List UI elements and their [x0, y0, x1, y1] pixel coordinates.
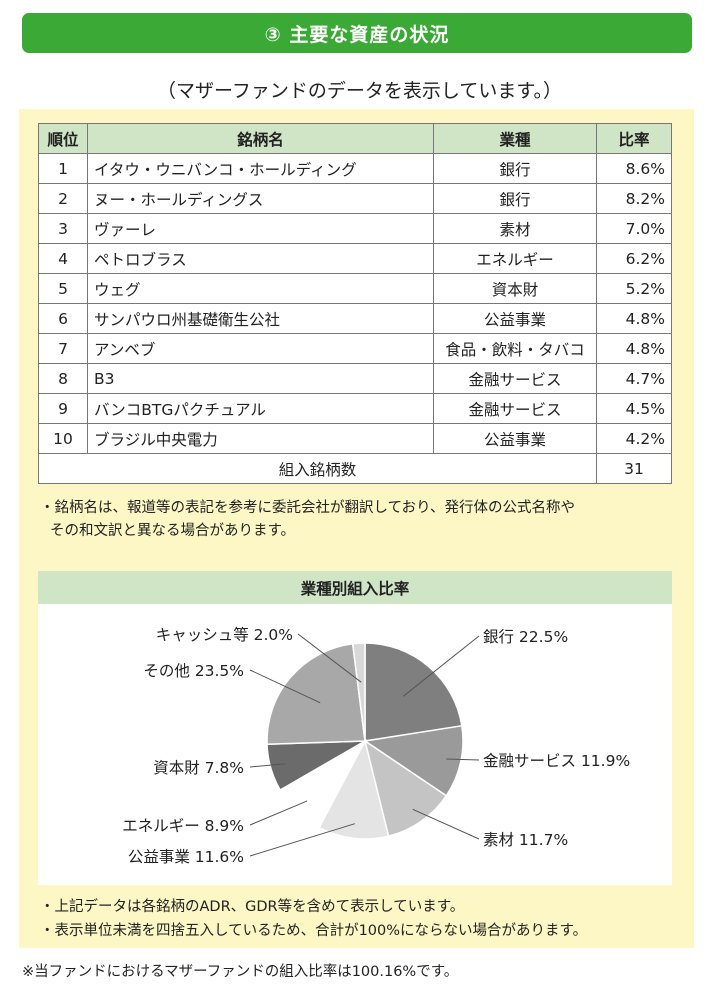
cell-name: ウェグ	[87, 273, 434, 304]
leader-line	[249, 669, 321, 704]
leader-line	[249, 800, 308, 826]
cell-industry: 銀行	[433, 183, 597, 214]
total-value: 31	[596, 453, 672, 484]
leader-line	[446, 758, 480, 761]
cell-name: バンコBTGパクチュアル	[87, 393, 434, 424]
cell-industry: 公益事業	[433, 303, 597, 334]
cell-name: ブラジル中央電力	[87, 423, 434, 454]
pie-label: 金融サービス 11.9%	[483, 752, 630, 770]
header-rate: 比率	[596, 123, 672, 154]
table-row: 9 バンコBTGパクチュアル 金融サービス 4.5%	[38, 393, 672, 424]
note-line: ・上記データは各銘柄のADR、GDR等を含めて表示しています。	[40, 899, 465, 915]
pie-label: 銀行 22.5%	[483, 628, 568, 646]
header-name: 銘柄名	[87, 123, 434, 154]
note-line: ・銘柄名は、報道等の表記を参考に委託会社が翻訳しており、発行体の公式名称や	[40, 500, 576, 516]
pie-slice-公益事業	[318, 738, 390, 840]
cell-name: ヌー・ホールディングス	[87, 183, 434, 214]
cell-rank: 8	[38, 363, 88, 394]
footnote: ※当ファンドにおけるマザーファンドの組入比率は100.16%です。	[22, 964, 459, 980]
cell-rank: 2	[38, 183, 88, 214]
leader-line	[249, 823, 355, 857]
cell-rate: 4.5%	[596, 393, 672, 424]
pie-label: 資本財 7.8%	[153, 759, 244, 777]
header-industry: 業種	[433, 123, 597, 154]
table-row: 4 ペトロブラス エネルギー 6.2%	[38, 243, 672, 274]
table-row: 3 ヴァーレ 素材 7.0%	[38, 213, 672, 244]
cell-rate: 4.2%	[596, 423, 672, 454]
cell-rate: 4.8%	[596, 303, 672, 334]
leader-line	[402, 635, 480, 697]
pie-label: エネルギー 8.9%	[122, 817, 244, 835]
cell-rank: 3	[38, 213, 88, 244]
cell-rank: 9	[38, 393, 88, 424]
section-title: ③ 主要な資産の状況	[264, 23, 450, 46]
pie-slice-その他	[266, 642, 366, 746]
table-row: 5 ウェグ 資本財 5.2%	[38, 273, 672, 304]
pie-slice-キャッシュ等	[351, 642, 366, 742]
leader-line	[412, 808, 480, 840]
cell-name: サンパウロ州基礎衛生公社	[87, 303, 434, 334]
subtitle: （マザーファンドのデータを表示しています。）	[157, 80, 562, 102]
table-row: 2 ヌー・ホールディングス 銀行 8.2%	[38, 183, 672, 214]
cell-name: イタウ・ウニバンコ・ホールディング	[87, 153, 434, 184]
cell-rate: 8.6%	[596, 153, 672, 184]
cell-rate: 8.2%	[596, 183, 672, 214]
table-header-row: 順位 銘柄名 業種 比率	[38, 123, 672, 154]
header-rank: 順位	[38, 123, 88, 154]
table-row: 6 サンパウロ州基礎衛生公社 公益事業 4.8%	[38, 303, 672, 334]
total-label: 組入銘柄数	[38, 453, 597, 484]
pie-label: 素材 11.7%	[483, 831, 568, 849]
cell-rank: 1	[38, 153, 88, 184]
table-row: 1 イタウ・ウニバンコ・ホールディング 銀行 8.6%	[38, 153, 672, 184]
leader-line	[249, 763, 285, 768]
chart-notes: ・上記データは各銘柄のADR、GDR等を含めて表示しています。 ・表示単位未満を…	[40, 895, 690, 943]
cell-rank: 5	[38, 273, 88, 304]
section-title-banner: ③ 主要な資産の状況	[22, 13, 692, 53]
pie-label: 公益事業 11.6%	[128, 848, 244, 866]
table-total-row: 組入銘柄数 31	[38, 453, 672, 484]
cell-name: B3	[87, 363, 434, 394]
cell-rank: 7	[38, 333, 88, 364]
leader-line	[297, 633, 362, 683]
pie-slice-素材	[363, 739, 448, 838]
note-line: その和文訳と異なる場合があります。	[50, 523, 296, 539]
holdings-note: ・銘柄名は、報道等の表記を参考に委託会社が翻訳しており、発行体の公式名称や その…	[40, 497, 680, 543]
cell-industry: 資本財	[433, 273, 597, 304]
pie-label: キャッシュ等 2.0%	[156, 626, 293, 644]
cell-rate: 5.2%	[596, 273, 672, 304]
chart-title: 業種別組入比率	[38, 571, 672, 604]
cell-rate: 4.8%	[596, 333, 672, 364]
cell-industry: 金融サービス	[433, 393, 597, 424]
pie-slice-金融サービス	[362, 724, 464, 797]
note-line: ・表示単位未満を四捨五入しているため、合計が100%にならない場合があります。	[40, 923, 588, 939]
cell-industry: 公益事業	[433, 423, 597, 454]
cell-name: ペトロブラス	[87, 243, 434, 274]
pie-slice-銀行	[364, 642, 463, 742]
cell-industry: エネルギー	[433, 243, 597, 274]
cell-industry: 素材	[433, 213, 597, 244]
cell-rate: 7.0%	[596, 213, 672, 244]
cell-industry: 金融サービス	[433, 363, 597, 394]
pie-label: その他 23.5%	[143, 662, 244, 680]
